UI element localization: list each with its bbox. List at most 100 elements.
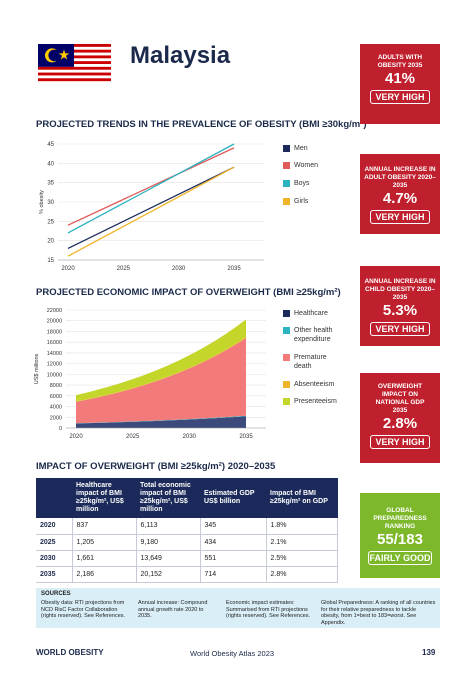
world-obesity-logo: WORLD OBESITY	[36, 648, 104, 657]
box-label: GLOBAL PREPAREDNESS RANKING	[373, 507, 427, 530]
y-tick-label: 10000	[47, 372, 62, 378]
legend-other-health: Other health expenditure	[294, 327, 333, 343]
legend-swatch-other-health	[283, 327, 290, 334]
table-cell: 2.1%	[266, 534, 338, 551]
impact-table: Healthcare impact of BMI ≥25kg/m², US$ m…	[36, 478, 338, 583]
page-number: 139	[422, 648, 436, 657]
box-rating: VERY HIGH	[370, 322, 430, 336]
source-annual-increase: Annual increase: Compound annual growth …	[138, 600, 208, 619]
y-tick-label: 20000	[47, 319, 62, 325]
table-cell: 714	[200, 566, 267, 583]
series-line-girls	[67, 166, 235, 257]
table-cell: 2,186	[72, 566, 137, 583]
table-cell: 2030	[36, 550, 73, 567]
table-cell: 9,180	[136, 534, 201, 551]
box-value: 55/183	[377, 531, 423, 548]
table-header: Healthcare impact of BMI ≥25kg/m², US$ m…	[72, 478, 136, 518]
y-axis-label: US$ millions	[34, 353, 40, 384]
box-value: 5.3%	[382, 302, 418, 319]
table-header	[36, 478, 72, 518]
table-row: 2030 1,661 13,649 551 2.5%	[36, 550, 338, 567]
source-economic-impact: Economic impact estimates: Summarised fr…	[226, 600, 311, 619]
legend-swatch-absenteeism	[283, 381, 290, 388]
table-cell: 20,152	[136, 566, 201, 583]
area-healthcare	[76, 416, 246, 428]
box-value: 4.7%	[382, 190, 418, 207]
source-global-preparedness: Global Preparedness: A ranking of all co…	[321, 600, 436, 626]
table-cell: 1,661	[72, 550, 137, 567]
table-cell: 6,113	[136, 518, 201, 535]
x-tick-label: 2025	[117, 266, 131, 272]
table-row: 2025 1,205 9,180 434 2.1%	[36, 534, 338, 551]
legend-swatch-women	[283, 162, 290, 169]
box-rating: VERY HIGH	[370, 210, 430, 224]
economic-impact-chart: 0 2000 4000 6000 8000 10000 12000 14000 16000 180…	[34, 308, 266, 440]
table-cell: 2035	[36, 566, 73, 583]
x-tick-label: 2020	[69, 434, 83, 440]
box-label: OVERWEIGHT IMPACT ON NATIONAL GDP 2035	[375, 383, 425, 414]
area-premature-death	[76, 337, 246, 424]
y-tick-label: 40	[47, 161, 54, 167]
legend-swatch-girls	[283, 198, 290, 205]
adult-obesity-box: ADULTS WITH OBESITY 2035 41% VERY HIGH	[360, 44, 440, 124]
legend-healthcare: Healthcare	[294, 310, 328, 317]
table-cell: 13,649	[136, 550, 201, 567]
source-obesity-data: Obesity data: RTI projections from NCD R…	[41, 600, 126, 619]
y-tick-label: 8000	[50, 383, 62, 389]
table-cell: 2020	[36, 518, 73, 535]
series-line-boys	[67, 143, 235, 234]
x-tick-label: 2025	[126, 434, 140, 440]
table-cell: 1,205	[72, 534, 137, 551]
y-tick-label: 35	[47, 181, 54, 187]
box-rating: VERY HIGH	[370, 90, 430, 104]
legend-women: Women	[294, 162, 318, 169]
trends-section-title: PROJECTED TRENDS IN THE PREVALENCE OF OB…	[36, 119, 367, 130]
series-line-men	[67, 166, 235, 249]
legend-swatch-men	[283, 145, 290, 152]
table-cell: 434	[200, 534, 267, 551]
gdp-impact-box: OVERWEIGHT IMPACT ON NATIONAL GDP 2035 2…	[360, 373, 440, 463]
impact-section-title: IMPACT OF OVERWEIGHT (BMI ≥25kg/m²) 2020…	[36, 461, 276, 472]
y-tick-label: 14000	[47, 351, 62, 357]
legend-absenteeism: Absenteeism	[294, 381, 335, 388]
legend-presenteeism: Presenteeism	[294, 398, 337, 405]
legend-swatch-presenteeism	[283, 398, 290, 405]
legend-swatch-premature-death	[283, 354, 290, 361]
area-presenteeism	[76, 319, 246, 402]
y-tick-label: 45	[47, 142, 54, 148]
table-cell: 345	[200, 518, 267, 535]
box-value: 41%	[384, 70, 416, 87]
legend-swatch-healthcare	[283, 310, 290, 317]
y-tick-label: 25	[47, 219, 54, 225]
table-header: Estimated GDP US$ billion	[200, 478, 266, 518]
y-tick-label: 16000	[47, 340, 62, 346]
table-cell: 1.8%	[266, 518, 338, 535]
sources-title: SOURCES	[41, 591, 71, 597]
y-tick-label: 6000	[50, 394, 62, 400]
footer-title: World Obesity Atlas 2023	[190, 649, 275, 658]
legend-premature-death: Premature death	[294, 354, 327, 370]
box-label: ADULTS WITH OBESITY 2035	[377, 54, 423, 69]
series-line-women	[67, 147, 235, 226]
legend-girls: Girls	[294, 198, 309, 205]
x-tick-label: 2035	[227, 266, 241, 272]
adult-increase-box: ANNUAL INCREASE IN ADULT OBESITY 2020–20…	[360, 154, 440, 234]
y-tick-label: 12000	[47, 362, 62, 368]
x-tick-label: 2020	[61, 266, 75, 272]
y-tick-label: 18000	[47, 329, 62, 335]
x-tick-label: 2030	[172, 266, 186, 272]
table-cell: 551	[200, 550, 267, 567]
table-cell: 2025	[36, 534, 73, 551]
y-tick-label: 20	[47, 239, 54, 245]
box-rating: FAIRLY GOOD	[368, 551, 432, 565]
child-increase-box: ANNUAL INCREASE IN CHILD OBESITY 2020–20…	[360, 266, 440, 346]
table-cell: 2.5%	[266, 550, 338, 567]
malaysia-flag-icon	[38, 44, 111, 84]
x-tick-label: 2035	[239, 434, 253, 440]
y-tick-label: 15	[47, 258, 54, 264]
sources-panel: SOURCES Obesity data: RTI projections fr…	[36, 588, 440, 628]
y-tick-label: 30	[47, 200, 54, 206]
y-tick-label: 22000	[47, 308, 62, 314]
table-cell: 2.8%	[266, 566, 338, 583]
